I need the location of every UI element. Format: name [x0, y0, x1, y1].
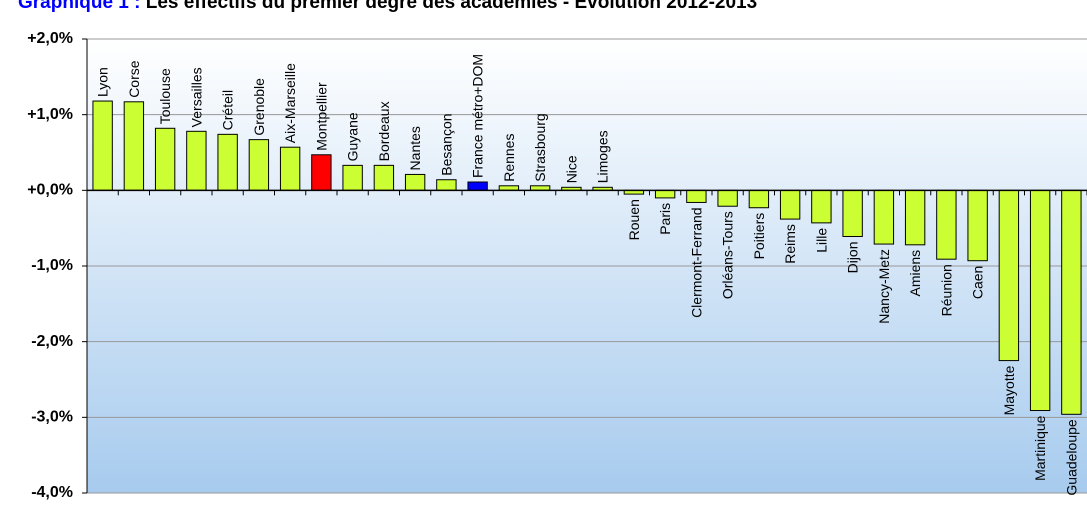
chart-title-main: Les effectifs du premier degré des acadé…	[146, 0, 757, 13]
category-label: Amiens	[907, 250, 923, 297]
category-label: Nancy-Metz	[876, 249, 892, 324]
bar	[373, 164, 395, 191]
category-label: Bordeaux	[376, 101, 392, 161]
y-tick-label: -4,0%	[31, 484, 73, 501]
bar	[998, 189, 1020, 362]
category-label: Dijon	[845, 241, 861, 273]
bar	[92, 100, 113, 191]
category-label: Limoges	[595, 130, 611, 183]
bar	[904, 189, 926, 246]
category-label: Nice	[563, 155, 579, 183]
bar	[311, 154, 332, 191]
category-label: Poitiers	[751, 213, 767, 260]
category-label: Strasbourg	[532, 113, 548, 181]
category-label: Rennes	[501, 134, 517, 182]
bar	[811, 189, 832, 224]
bar	[936, 189, 957, 260]
category-label: Aix-Marseille	[282, 63, 298, 143]
bar	[779, 189, 801, 220]
y-tick-label: -2,0%	[31, 333, 73, 350]
bar	[217, 133, 238, 191]
bar	[717, 189, 738, 207]
category-label: Caen	[970, 266, 986, 299]
category-label: Guyane	[345, 112, 361, 161]
bar	[873, 189, 895, 245]
bar	[186, 130, 207, 191]
category-label: Martinique	[1032, 415, 1048, 481]
category-label: Grenoble	[251, 78, 267, 136]
y-tick-label: -3,0%	[31, 409, 73, 426]
bar	[436, 179, 457, 191]
bar	[1061, 189, 1082, 415]
bar	[404, 173, 426, 191]
chart-title: Graphique 1 : Les effectifs du premier d…	[18, 0, 757, 13]
y-tick-label: +0,0%	[27, 182, 73, 199]
bar	[842, 189, 863, 237]
y-tick-label: -1,0%	[31, 257, 73, 274]
category-label: Clermont-Ferrand	[688, 207, 704, 317]
bar	[967, 189, 988, 262]
category-label: Orléans-Tours	[720, 211, 736, 299]
bar	[248, 139, 270, 191]
category-labels: Lyon Corse Toulouse Versailles Créteil Grenob…	[95, 54, 1080, 496]
category-label: Réunion	[938, 264, 954, 316]
bar	[467, 181, 488, 191]
category-label: Guadeloupe	[1063, 419, 1079, 496]
bar	[1029, 189, 1051, 412]
y-tick-label: +2,0%	[27, 30, 73, 47]
bar	[342, 164, 363, 191]
category-label: France métro+DOM	[470, 54, 486, 178]
category-label: Lyon	[95, 67, 111, 97]
y-tick-label: +1,0%	[27, 106, 73, 123]
category-label: Rouen	[626, 199, 642, 240]
category-label: Toulouse	[157, 68, 173, 124]
category-label: Créteil	[220, 90, 236, 130]
y-axis-ticks: +2,0% +1,0% +0,0% -1,0% -2,0% -3,0% -4,0%	[27, 30, 73, 501]
category-label: Montpellier	[313, 82, 329, 151]
category-label: Reims	[782, 224, 798, 264]
bars	[92, 100, 1082, 415]
axes	[86, 39, 1087, 493]
category-label: Corse	[126, 60, 142, 98]
category-label: Lille	[813, 228, 829, 253]
category-label: Besançon	[438, 113, 454, 175]
category-label: Nantes	[407, 126, 423, 170]
bar	[686, 189, 707, 203]
category-label: Paris	[657, 203, 673, 235]
chart-title-prefix: Graphique 1 :	[18, 0, 146, 13]
category-label: Mayotte	[1001, 365, 1017, 415]
bar	[654, 189, 676, 199]
bar	[154, 127, 176, 191]
category-label: Versailles	[188, 67, 204, 127]
gridlines	[82, 38, 1087, 494]
bar	[748, 189, 770, 209]
bar	[279, 146, 301, 191]
bar	[123, 101, 145, 191]
